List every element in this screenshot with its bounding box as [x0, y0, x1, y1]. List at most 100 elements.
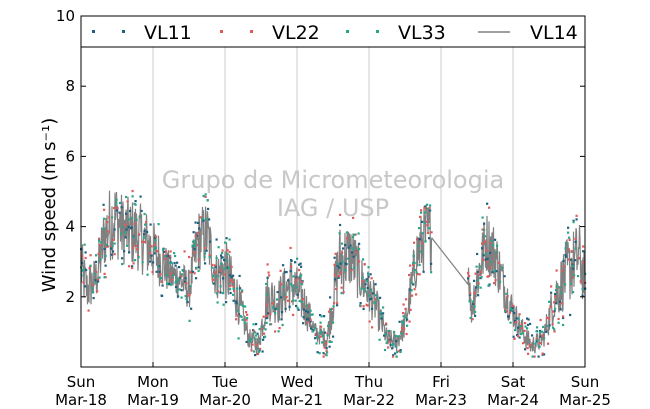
data-point	[467, 272, 470, 275]
data-point	[473, 305, 476, 308]
data-point	[428, 206, 431, 209]
data-point	[180, 296, 183, 299]
data-point	[232, 299, 235, 302]
data-point	[235, 302, 238, 305]
data-point	[161, 294, 164, 297]
data-point	[252, 323, 255, 326]
data-point	[103, 276, 106, 279]
data-point	[150, 245, 153, 248]
data-point	[365, 280, 368, 283]
data-point	[475, 286, 478, 289]
data-point	[128, 251, 131, 254]
data-point	[194, 242, 197, 245]
data-point	[359, 302, 362, 305]
data-point	[338, 232, 341, 235]
data-point	[170, 283, 173, 286]
data-point	[98, 237, 101, 241]
data-point	[418, 273, 421, 276]
x-tick-date: Mar-25	[559, 391, 611, 409]
data-point	[314, 327, 317, 330]
data-point	[194, 234, 197, 238]
data-point	[352, 248, 355, 251]
data-point	[365, 278, 368, 281]
data-point	[311, 313, 314, 316]
data-point	[281, 323, 284, 327]
data-point	[374, 283, 377, 286]
data-point	[402, 303, 405, 306]
y-tick-label: 2	[65, 288, 75, 306]
data-point	[265, 317, 268, 320]
data-point	[328, 345, 331, 348]
data-point	[511, 308, 514, 312]
data-point	[99, 244, 102, 247]
data-point	[403, 327, 406, 331]
data-point	[362, 258, 365, 261]
data-point	[91, 287, 94, 290]
data-point	[193, 272, 196, 275]
data-point	[87, 309, 90, 312]
data-point	[392, 354, 395, 357]
x-tick-date: Mar-23	[415, 391, 467, 409]
data-point	[288, 305, 291, 308]
data-point	[339, 213, 342, 216]
data-point	[259, 338, 262, 341]
data-point	[498, 261, 501, 265]
data-point	[404, 308, 407, 311]
data-point	[321, 341, 324, 344]
data-point	[323, 315, 326, 318]
data-point	[244, 305, 247, 308]
data-point	[524, 348, 527, 351]
data-point	[223, 267, 226, 270]
data-point	[161, 284, 164, 287]
y-tick-label: 4	[65, 218, 75, 236]
data-point	[325, 342, 328, 345]
data-point	[491, 271, 494, 274]
data-point	[164, 257, 167, 261]
data-point	[358, 242, 361, 245]
data-point	[476, 279, 479, 282]
data-point	[341, 260, 344, 263]
data-point	[229, 274, 232, 277]
data-point	[150, 254, 153, 257]
data-point	[512, 305, 515, 309]
data-point	[292, 313, 295, 317]
data-point	[428, 237, 431, 240]
data-point	[92, 291, 95, 294]
data-point	[138, 232, 141, 236]
data-point	[191, 244, 194, 247]
data-point	[567, 226, 570, 229]
data-point	[174, 254, 177, 258]
data-point	[488, 206, 491, 209]
data-point	[429, 204, 432, 207]
data-point	[551, 323, 554, 326]
data-point	[295, 279, 298, 282]
data-point	[484, 235, 487, 238]
data-point	[543, 337, 546, 340]
data-point	[547, 342, 550, 345]
data-point	[430, 262, 433, 265]
data-point	[217, 246, 220, 249]
data-point	[119, 201, 122, 205]
data-point	[221, 256, 224, 259]
data-point	[295, 286, 298, 289]
data-point	[577, 256, 580, 260]
data-point	[338, 266, 341, 269]
data-point	[164, 255, 167, 258]
data-point	[296, 293, 299, 296]
data-point	[89, 264, 92, 267]
x-tick-date: Mar-22	[343, 391, 395, 409]
data-point	[115, 198, 118, 202]
data-point	[277, 330, 280, 333]
data-point	[167, 254, 170, 258]
legend: VL11 VL22 VL33 VL14	[80, 15, 586, 48]
data-point	[183, 250, 186, 253]
data-point	[132, 262, 135, 265]
data-point	[274, 307, 277, 311]
data-point	[254, 353, 257, 357]
data-point	[121, 257, 124, 260]
data-point	[192, 270, 195, 273]
data-point	[546, 316, 549, 319]
data-point	[204, 195, 207, 198]
data-point	[113, 206, 116, 210]
data-point	[408, 273, 411, 277]
